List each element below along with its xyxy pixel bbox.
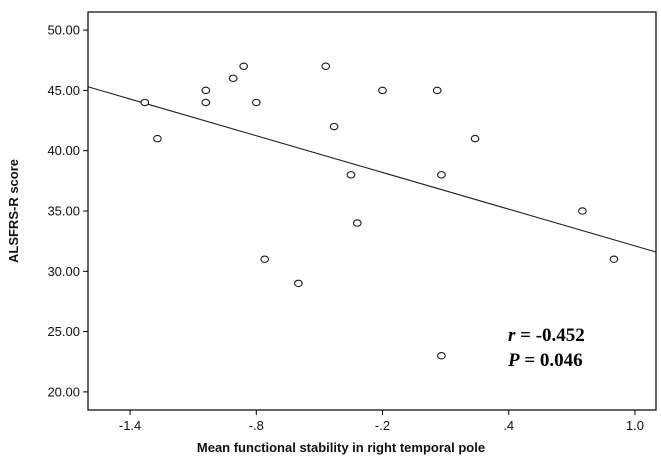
data-point <box>437 171 446 179</box>
y-tick-label: 40.00 <box>47 143 80 158</box>
data-point <box>609 255 619 263</box>
fit-line-layer <box>87 86 657 253</box>
data-point <box>321 62 331 71</box>
data-point <box>140 98 150 107</box>
p-annotation: P = 0.046 <box>507 350 583 371</box>
data-point <box>437 351 446 360</box>
data-point <box>470 134 480 143</box>
x-tick-label: -1.4 <box>119 418 141 433</box>
p-symbol: P <box>507 350 520 371</box>
data-point <box>153 134 162 143</box>
data-point <box>294 279 303 288</box>
data-point <box>432 86 442 95</box>
data-point <box>352 219 362 227</box>
points-layer <box>140 62 619 360</box>
regression-line <box>87 86 657 253</box>
x-tick-label: .4 <box>503 418 514 433</box>
axis-ticks: -1.4 -.8 -.2 .4 1.0 20.00 25.00 30.00 35.00 40.00… <box>47 23 644 433</box>
y-tick-label: 50.00 <box>47 23 80 38</box>
r-annotation: r = -0.452 <box>508 325 585 346</box>
data-point <box>201 86 211 95</box>
plot-frame <box>87 11 657 411</box>
data-point <box>251 98 261 107</box>
x-axis-title: Mean functional stability in right tempo… <box>197 440 485 455</box>
r-symbol: r <box>508 325 516 346</box>
data-point <box>346 171 356 179</box>
data-point <box>201 98 211 107</box>
y-tick-label: 30.00 <box>47 264 80 279</box>
x-tick-label: -.8 <box>249 418 264 433</box>
y-axis-title: ALSFRS-R score <box>6 159 21 263</box>
data-point <box>239 62 249 71</box>
y-tick-label: 35.00 <box>47 204 80 219</box>
x-tick-label: 1.0 <box>626 418 644 433</box>
y-tick-label: 20.00 <box>47 384 80 399</box>
data-point <box>578 207 587 215</box>
data-point <box>378 86 387 95</box>
y-tick-label: 25.00 <box>47 324 80 339</box>
data-point <box>329 122 339 131</box>
x-tick-label: -.2 <box>375 418 390 433</box>
p-value: = 0.046 <box>520 350 583 371</box>
r-value: = -0.452 <box>515 325 584 346</box>
data-point <box>260 255 270 263</box>
y-tick-label: 45.00 <box>47 83 80 98</box>
data-point <box>228 74 238 83</box>
